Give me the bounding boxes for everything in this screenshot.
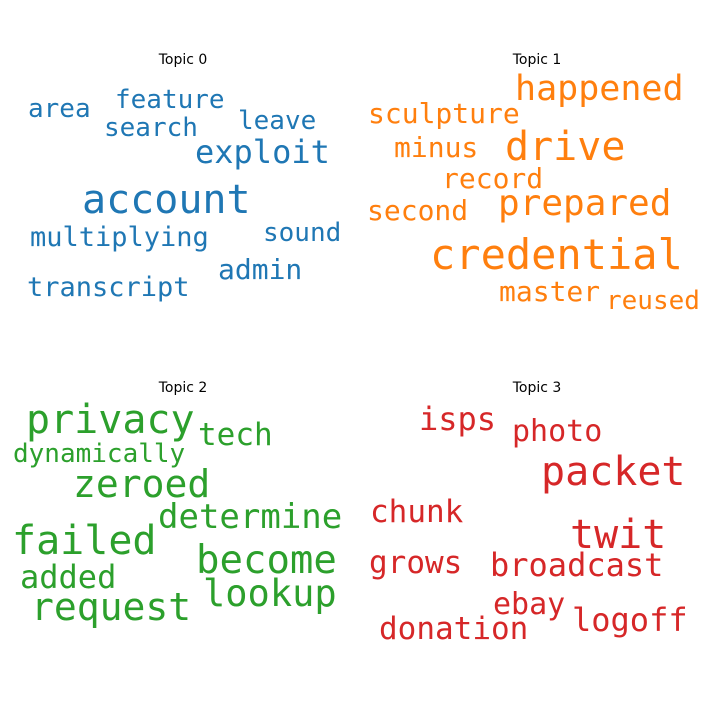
word-topic-0-area: area xyxy=(28,94,91,124)
word-topic-3-grows: grows xyxy=(369,545,463,581)
word-topic-1-sculpture: sculpture xyxy=(368,97,520,130)
panel-title-topic-3: Topic 3 xyxy=(512,380,562,396)
word-topic-3-twit: twit xyxy=(570,512,667,558)
word-topic-1-reused: reused xyxy=(606,286,700,316)
word-topic-2-added: added xyxy=(20,558,117,596)
word-topic-2-privacy: privacy xyxy=(26,397,195,443)
word-topic-0-sound: sound xyxy=(263,218,342,248)
word-topic-1-master: master xyxy=(499,275,601,308)
word-topic-1-minus: minus xyxy=(394,131,479,164)
word-topic-1-drive: drive xyxy=(505,124,626,170)
panel-title-topic-1: Topic 1 xyxy=(512,52,562,68)
word-topic-3-chunk: chunk xyxy=(370,494,464,530)
word-topic-2-dynamically: dynamically xyxy=(13,439,186,469)
word-topic-0-search: search xyxy=(104,113,198,143)
word-topic-0-exploit: exploit xyxy=(195,133,330,171)
word-topic-3-isps: isps xyxy=(419,400,497,438)
word-topic-1-prepared: prepared xyxy=(498,183,672,224)
word-topic-3-photo: photo xyxy=(512,414,603,449)
word-topic-2-failed: failed xyxy=(12,518,157,564)
word-topic-0-account: account xyxy=(82,177,251,223)
word-topic-1-happened: happened xyxy=(515,69,684,109)
word-topic-0-transcript: transcript xyxy=(27,272,190,303)
panel-title-topic-0: Topic 0 xyxy=(158,52,208,68)
word-topic-2-tech: tech xyxy=(198,417,273,453)
word-topic-2-determine: determine xyxy=(158,497,343,537)
word-topic-1-record: record xyxy=(442,162,544,195)
word-topic-0-admin: admin xyxy=(218,253,303,286)
word-topic-2-request: request xyxy=(31,585,192,629)
word-topic-2-lookup: lookup xyxy=(203,572,337,615)
word-topic-1-credential: credential xyxy=(430,230,683,279)
word-topic-1-second: second xyxy=(367,194,469,227)
word-topic-0-feature: feature xyxy=(115,85,225,115)
word-topic-2-become: become xyxy=(196,538,337,583)
word-topic-2-zeroed: zeroed xyxy=(73,462,211,506)
word-topic-0-multiplying: multiplying xyxy=(30,222,209,253)
panel-title-topic-2: Topic 2 xyxy=(158,380,208,396)
word-topic-3-broadcast: broadcast xyxy=(490,546,664,584)
word-topic-3-donation: donation xyxy=(379,611,529,647)
word-topic-3-ebay: ebay xyxy=(493,587,566,622)
word-topic-3-logoff: logoff xyxy=(572,601,688,639)
word-topic-0-leave: leave xyxy=(238,106,317,136)
word-topic-3-packet: packet xyxy=(541,449,686,495)
